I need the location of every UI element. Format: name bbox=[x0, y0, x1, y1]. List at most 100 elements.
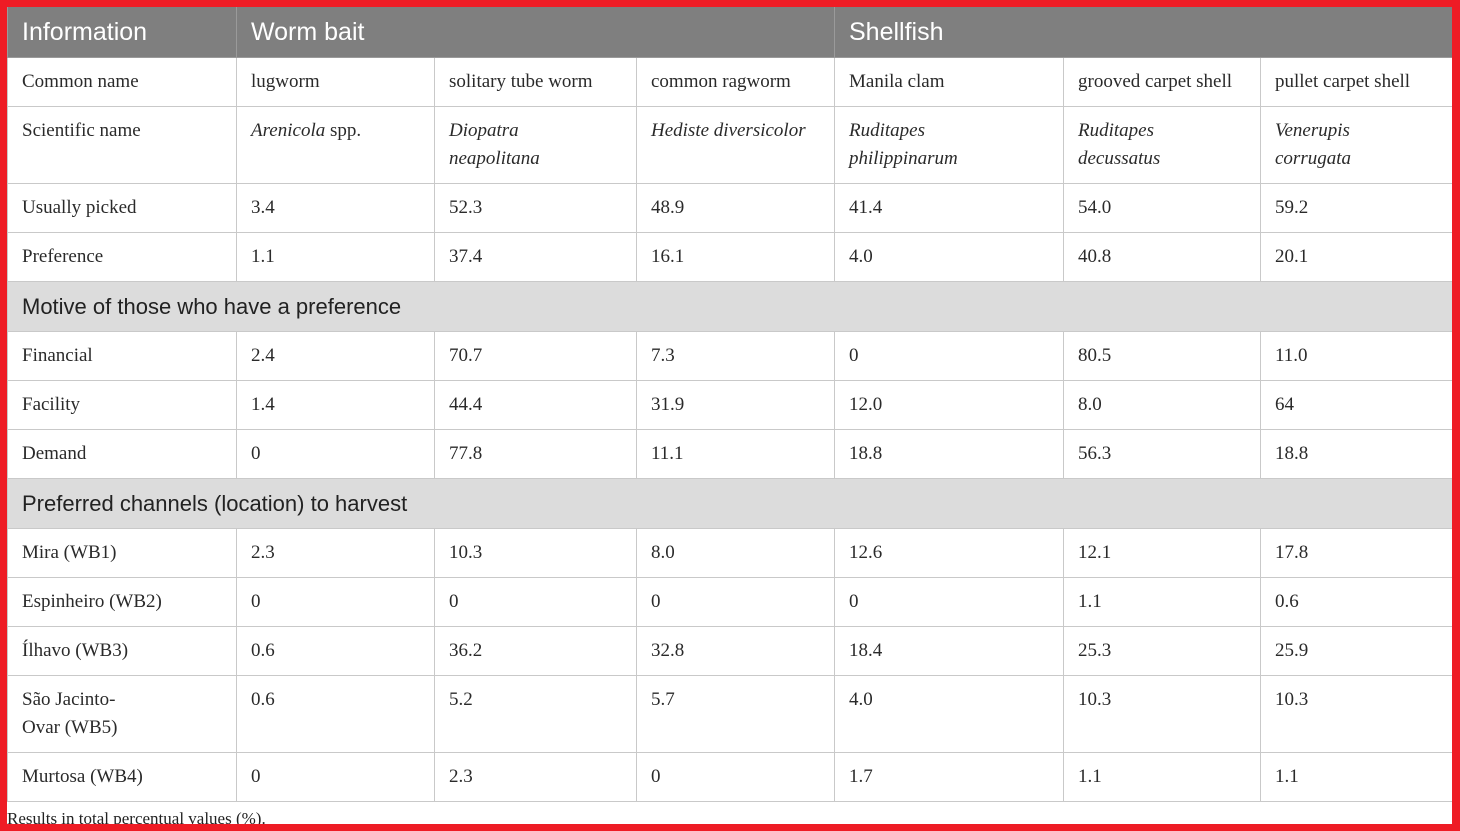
table-cell: 40.8 bbox=[1063, 232, 1261, 282]
table-cell: 0 bbox=[636, 577, 835, 627]
table-row: Preference 1.1 37.4 16.1 4.0 40.8 20.1 bbox=[7, 232, 1452, 282]
row-label: Ílhavo (WB3) bbox=[7, 626, 237, 676]
table-cell: Manila clam bbox=[834, 57, 1064, 107]
italic-text: Arenicola bbox=[251, 120, 326, 141]
header-shellfish: Shellfish bbox=[833, 7, 1452, 58]
table-cell: 12.6 bbox=[834, 528, 1064, 578]
table-cell: 10.3 bbox=[1259, 675, 1452, 753]
table-row: Facility 1.4 44.4 31.9 12.0 8.0 64 bbox=[7, 380, 1452, 430]
table-cell: 31.9 bbox=[636, 380, 835, 430]
table-cell: 5.2 bbox=[434, 675, 637, 753]
table-cell: 0 bbox=[834, 577, 1064, 627]
line: Ruditapes bbox=[1078, 120, 1154, 141]
table-cell: 64 bbox=[1259, 380, 1452, 430]
table-cell: 0 bbox=[434, 577, 637, 627]
table-cell: 18.8 bbox=[834, 429, 1064, 479]
table-cell: 0.6 bbox=[236, 675, 435, 753]
table-cell: 17.8 bbox=[1259, 528, 1452, 578]
table-cell: 12.1 bbox=[1063, 528, 1261, 578]
table-cell: 1.1 bbox=[236, 232, 435, 282]
table-cell: lugworm bbox=[236, 57, 435, 107]
row-label: São Jacinto- Ovar (WB5) bbox=[7, 675, 237, 753]
row-label: Facility bbox=[7, 380, 237, 430]
section-row-channels: Preferred channels (location) to harvest bbox=[7, 478, 1452, 529]
line: Diopatra bbox=[449, 120, 519, 141]
row-label: Usually picked bbox=[7, 183, 237, 233]
table-row: Mira (WB1) 2.3 10.3 8.0 12.6 12.1 17.8 bbox=[7, 528, 1452, 578]
row-label: Murtosa (WB4) bbox=[7, 752, 237, 802]
table-cell: 7.3 bbox=[636, 331, 835, 381]
table-cell: 1.1 bbox=[1063, 752, 1261, 802]
line: Ruditapes bbox=[849, 120, 925, 141]
table-cell: 0 bbox=[236, 429, 435, 479]
table-cell: 48.9 bbox=[636, 183, 835, 233]
table-row: Demand 0 77.8 11.1 18.8 56.3 18.8 bbox=[7, 429, 1452, 479]
table-row: São Jacinto- Ovar (WB5) 0.6 5.2 5.7 4.0 1… bbox=[7, 675, 1452, 753]
table-cell: Arenicola spp. bbox=[236, 106, 435, 184]
table-row: Financial 2.4 70.7 7.3 0 80.5 11.0 bbox=[7, 331, 1452, 381]
table-cell: 16.1 bbox=[636, 232, 835, 282]
table-cell: 25.3 bbox=[1063, 626, 1261, 676]
table-cell: 8.0 bbox=[1063, 380, 1261, 430]
line: São Jacinto- bbox=[22, 689, 116, 710]
line: neapolitana bbox=[449, 148, 540, 169]
table-cell: 2.3 bbox=[434, 752, 637, 802]
table-cell: 37.4 bbox=[434, 232, 637, 282]
table-cell: 5.7 bbox=[636, 675, 835, 753]
table-cell: 0 bbox=[834, 331, 1064, 381]
table-cell: 3.4 bbox=[236, 183, 435, 233]
data-table: Information Worm bait Shellfish Common n… bbox=[7, 7, 1452, 802]
table-cell: 1.4 bbox=[236, 380, 435, 430]
table-cell: 10.3 bbox=[1063, 675, 1261, 753]
row-label: Mira (WB1) bbox=[7, 528, 237, 578]
table-cell: 25.9 bbox=[1259, 626, 1452, 676]
table-cell: 0.6 bbox=[1259, 577, 1452, 627]
line: philippinarum bbox=[849, 148, 958, 169]
table-cell: 52.3 bbox=[434, 183, 637, 233]
table-cell: solitary tube worm bbox=[434, 57, 637, 107]
table-cell: 1.7 bbox=[834, 752, 1064, 802]
table-cell: 44.4 bbox=[434, 380, 637, 430]
table-cell: 11.1 bbox=[636, 429, 835, 479]
row-label: Common name bbox=[7, 57, 237, 107]
table-footnote: Results in total percentual values (%). bbox=[7, 809, 266, 828]
table-cell: 36.2 bbox=[434, 626, 637, 676]
table-cell: 32.8 bbox=[636, 626, 835, 676]
table-cell: 4.0 bbox=[834, 232, 1064, 282]
row-label: Scientific name bbox=[7, 106, 237, 184]
table-cell: Ruditapes decussatus bbox=[1063, 106, 1261, 184]
table-cell: 12.0 bbox=[834, 380, 1064, 430]
table-cell: 20.1 bbox=[1259, 232, 1452, 282]
section-title: Motive of those who have a preference bbox=[7, 281, 1452, 332]
table-cell: 0 bbox=[636, 752, 835, 802]
header-worm-bait: Worm bait bbox=[236, 7, 835, 58]
table-cell: 10.3 bbox=[434, 528, 637, 578]
table-cell: 1.1 bbox=[1259, 752, 1452, 802]
table-row: Ílhavo (WB3) 0.6 36.2 32.8 18.4 25.3 25.… bbox=[7, 626, 1452, 676]
table-cell: 2.3 bbox=[236, 528, 435, 578]
table-cell: Diopatra neapolitana bbox=[434, 106, 637, 184]
table-row: Murtosa (WB4) 0 2.3 0 1.7 1.1 1.1 bbox=[7, 752, 1452, 802]
table-cell: pullet carpet shell bbox=[1259, 57, 1452, 107]
table-cell: 0 bbox=[236, 577, 435, 627]
table-cell: 0 bbox=[236, 752, 435, 802]
line: Ovar (WB5) bbox=[22, 717, 118, 738]
table-cell: Ruditapes philippinarum bbox=[834, 106, 1064, 184]
table-cell: 11.0 bbox=[1259, 331, 1452, 381]
table-cell: 1.1 bbox=[1063, 577, 1261, 627]
line: decussatus bbox=[1078, 148, 1161, 169]
table-cell: 4.0 bbox=[834, 675, 1064, 753]
header-row: Information Worm bait Shellfish bbox=[7, 7, 1452, 58]
table-cell: 18.4 bbox=[834, 626, 1064, 676]
table-cell: 59.2 bbox=[1259, 183, 1452, 233]
row-label: Espinheiro (WB2) bbox=[7, 577, 237, 627]
row-label: Demand bbox=[7, 429, 237, 479]
table-cell: 54.0 bbox=[1063, 183, 1261, 233]
table-row: Common name lugworm solitary tube worm c… bbox=[7, 57, 1452, 107]
table-cell: 8.0 bbox=[636, 528, 835, 578]
table-cell: Venerupis corrugata bbox=[1259, 106, 1452, 184]
table-cell: 77.8 bbox=[434, 429, 637, 479]
plain-text: spp. bbox=[325, 120, 362, 141]
table-cell: common ragworm bbox=[636, 57, 835, 107]
